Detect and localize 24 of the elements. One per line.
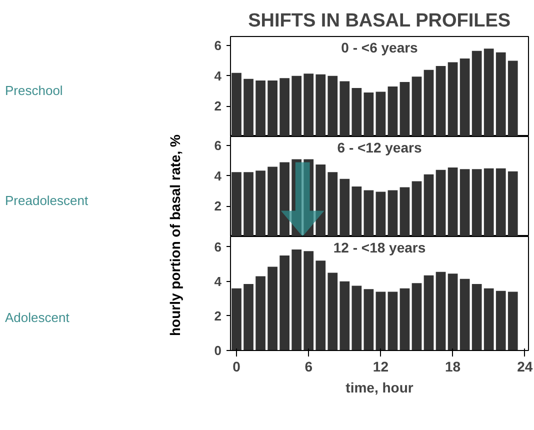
x-tick-label: 6	[304, 358, 313, 374]
y-tick-label: 6	[214, 138, 222, 154]
text: Adolescent	[5, 308, 70, 327]
chart-title: SHIFTS IN BASAL PROFILES	[248, 10, 511, 32]
y-tick-label: 2	[214, 98, 222, 114]
chart-subtitle: 6 - <12 years	[337, 140, 422, 156]
x-tick-label: 12	[372, 358, 389, 374]
text: Preadolescent	[5, 192, 88, 210]
x-tick-label: 24	[517, 358, 533, 374]
y-tick-label: 2	[214, 198, 222, 214]
x-axis-title: time, hour	[346, 380, 414, 396]
y-tick-label: 4	[214, 68, 222, 84]
y-tick-label: 0	[214, 343, 222, 358]
text: Preschool	[5, 82, 63, 100]
x-tick-label: 18	[445, 358, 461, 374]
y-axis-title: hourly portion of basal rate, %	[166, 134, 184, 336]
y-tick-label: 6	[214, 38, 222, 54]
y-tick-label: 6	[214, 239, 222, 254]
x-tick-label: 0	[232, 358, 241, 374]
y-tick-label: 4	[214, 274, 222, 289]
y-tick-label: 4	[214, 168, 222, 184]
chart-subtitle: 12 - <18 years	[333, 240, 426, 256]
y-tick-label: 2	[214, 308, 222, 324]
chart-subtitle: 0 - <6 years	[341, 40, 418, 56]
